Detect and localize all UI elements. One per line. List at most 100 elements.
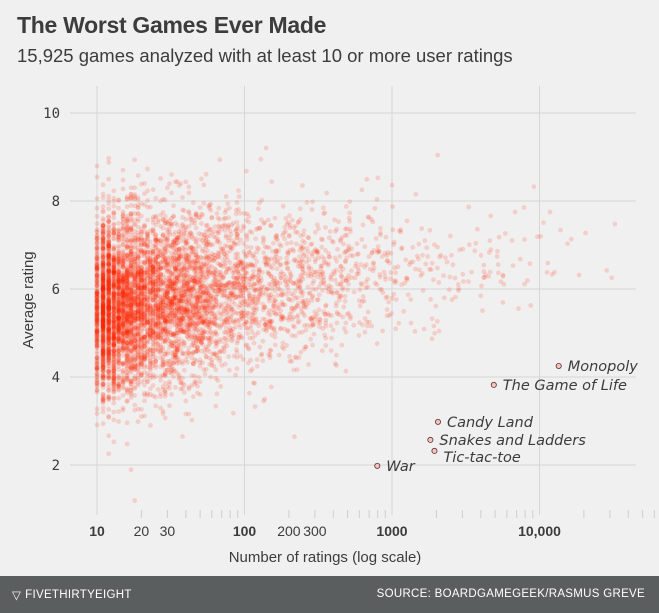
data-point <box>106 299 112 305</box>
data-point <box>160 282 166 288</box>
data-point <box>373 236 379 241</box>
data-point <box>120 353 126 358</box>
data-point <box>94 387 100 393</box>
data-point <box>120 360 126 366</box>
data-point <box>150 264 156 270</box>
data-point <box>309 207 315 212</box>
data-point <box>162 326 168 332</box>
data-point <box>180 434 185 439</box>
data-point <box>365 276 371 282</box>
data-point <box>340 314 346 320</box>
data-point <box>162 332 168 337</box>
data-point <box>229 328 235 334</box>
data-point <box>444 259 450 265</box>
data-point <box>135 216 141 222</box>
data-point <box>436 280 442 285</box>
data-point <box>186 310 192 316</box>
data-point <box>211 351 217 357</box>
data-point <box>174 275 180 281</box>
data-point <box>205 241 210 247</box>
data-point <box>139 370 144 376</box>
data-point <box>139 235 144 241</box>
data-point <box>272 288 278 294</box>
data-point <box>251 252 256 257</box>
data-point <box>243 287 249 292</box>
data-point <box>193 236 199 242</box>
data-point <box>116 335 121 341</box>
data-point <box>167 181 172 187</box>
data-point <box>189 355 195 361</box>
data-point <box>111 268 117 274</box>
data-point <box>124 285 130 290</box>
data-point <box>245 310 251 316</box>
data-point <box>260 358 266 364</box>
data-point <box>303 304 309 310</box>
data-point <box>111 222 117 228</box>
data-point <box>576 272 582 278</box>
data-point <box>124 441 130 447</box>
data-point <box>120 290 126 296</box>
data-point <box>363 285 369 291</box>
data-point <box>328 348 334 353</box>
data-point <box>268 274 274 279</box>
data-point <box>94 205 100 211</box>
data-point <box>106 206 112 212</box>
data-point <box>145 198 150 203</box>
data-point <box>120 277 126 283</box>
data-point <box>145 364 150 370</box>
data-point <box>263 323 269 328</box>
data-point <box>229 292 235 298</box>
data-point <box>393 270 398 276</box>
data-point <box>139 278 144 284</box>
data-point <box>260 235 266 241</box>
data-point <box>294 241 299 247</box>
data-point <box>100 409 106 415</box>
data-point <box>324 190 329 196</box>
data-point <box>158 238 164 244</box>
data-point <box>150 187 156 193</box>
data-point <box>132 313 138 319</box>
data-point <box>212 304 218 310</box>
data-point <box>396 320 402 326</box>
data-point <box>208 330 214 336</box>
data-point <box>111 363 117 369</box>
data-point <box>135 299 141 305</box>
data-point <box>255 294 261 300</box>
data-point <box>100 238 106 244</box>
data-point <box>106 277 112 283</box>
data-point <box>215 260 221 266</box>
data-point <box>100 421 106 427</box>
data-point <box>467 242 472 248</box>
data-point <box>285 329 291 335</box>
data-point <box>150 308 156 314</box>
data-point <box>180 207 185 213</box>
data-point <box>222 336 228 341</box>
data-point <box>291 248 296 254</box>
data-point <box>142 296 147 302</box>
data-point <box>363 262 369 268</box>
data-point <box>100 328 106 334</box>
data-point <box>263 145 269 151</box>
data-point <box>128 243 134 248</box>
data-point <box>227 228 233 234</box>
data-point <box>329 335 334 341</box>
data-point <box>169 190 174 196</box>
data-point <box>280 203 286 209</box>
data-point <box>206 203 211 209</box>
data-point <box>435 152 441 158</box>
data-point <box>100 315 106 320</box>
data-point <box>94 196 100 202</box>
data-point <box>150 325 156 331</box>
data-point <box>100 278 106 283</box>
data-point <box>223 305 229 311</box>
data-point <box>124 328 130 334</box>
data-point <box>413 266 418 272</box>
data-point <box>153 341 159 347</box>
data-point <box>116 270 121 275</box>
data-point <box>218 282 224 288</box>
data-point <box>100 322 106 328</box>
data-point <box>353 263 358 269</box>
data-point <box>380 328 385 334</box>
data-point <box>213 403 219 409</box>
data-point <box>363 279 369 285</box>
